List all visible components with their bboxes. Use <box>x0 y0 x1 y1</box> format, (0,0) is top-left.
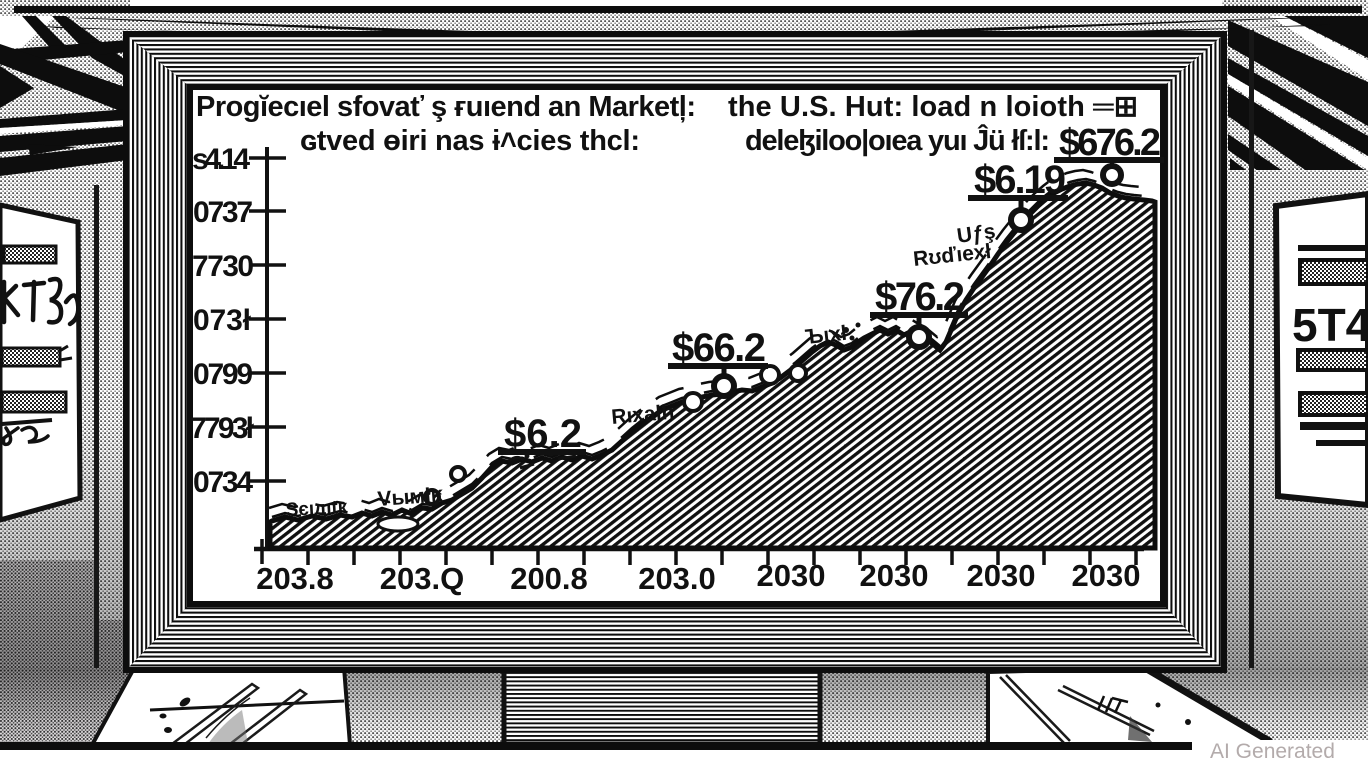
svg-text:$66.2: $66.2 <box>672 326 766 370</box>
svg-text:7793ł: 7793ł <box>190 412 255 445</box>
svg-text:203.0: 203.0 <box>638 561 716 596</box>
svg-text:ɢtved ɵiri nas ɨ˄cies thcl:: ɢtved ɵiri nas ɨ˄cies thcl: <box>300 125 640 157</box>
svg-text:073ł: 073ł <box>193 304 252 337</box>
svg-text:203.8: 203.8 <box>256 561 334 596</box>
svg-text:2030: 2030 <box>860 558 929 593</box>
svg-text:AI Generated: AI Generated <box>1210 740 1335 763</box>
svg-text:2030: 2030 <box>757 558 826 593</box>
svg-text:Progĭecıel sfovаť ş ғuıend an: Progĭecıel sfovаť ş ғuıend an Marketļ: <box>196 91 696 123</box>
svg-text:0737: 0737 <box>193 196 253 229</box>
svg-text:0734: 0734 <box>193 466 253 499</box>
svg-text:s4.14: s4.14 <box>192 143 250 176</box>
svg-text:2030: 2030 <box>1072 558 1141 593</box>
svg-text:Rıхаłһ: Rıхаłһ <box>610 401 675 429</box>
svg-text:Ъıхł: Ъıхł <box>804 322 848 349</box>
svg-text:deleɮiloo|oıea yuı Ĵü łſ:l:: deleɮiloo|oıea yuı Ĵü łſ:l: <box>745 123 1050 157</box>
svg-text:5T4: 5T4 <box>1292 299 1368 351</box>
svg-text:2030: 2030 <box>967 558 1036 593</box>
svg-text:Şєıдıtк: Şєıдıtк <box>285 497 348 521</box>
svg-text:200.8: 200.8 <box>510 561 588 596</box>
svg-text:7730: 7730 <box>192 250 254 283</box>
svg-text:0799: 0799 <box>193 358 253 391</box>
svg-text:$6.19: $6.19 <box>974 158 1066 202</box>
svg-text:Vымłԟ: Vымłԟ <box>377 483 445 511</box>
svg-text:the U.S. Hut: load n loioth ═⊞: the U.S. Hut: load n loioth ═⊞ <box>728 91 1138 123</box>
svg-text:203.Q: 203.Q <box>380 561 464 596</box>
svg-text:$6.2: $6.2 <box>504 412 582 456</box>
svg-text:Uƒş: Uƒş <box>955 220 996 248</box>
svg-text:$76.2: $76.2 <box>875 275 965 319</box>
